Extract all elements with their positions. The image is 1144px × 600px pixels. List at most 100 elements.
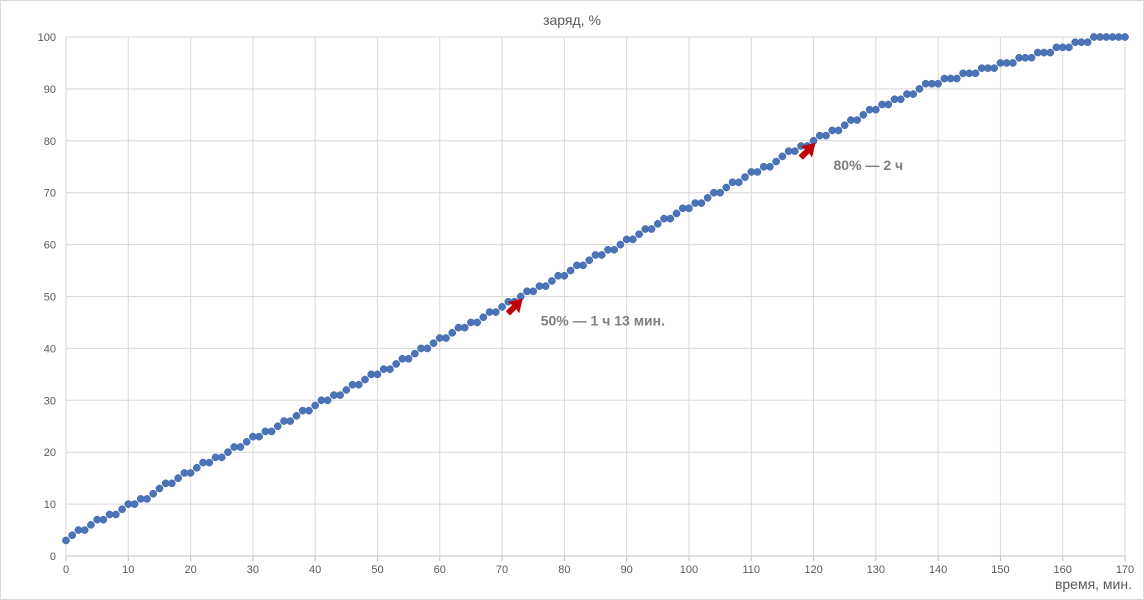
- data-point: [255, 432, 263, 441]
- data-point: [753, 168, 762, 176]
- x-tick-label: 130: [867, 564, 885, 576]
- y-tick-label: 50: [44, 292, 56, 304]
- x-tick-label: 160: [1054, 564, 1072, 576]
- x-tick-label: 140: [929, 564, 947, 576]
- data-point: [342, 386, 351, 394]
- data-point: [479, 313, 488, 322]
- data-point: [373, 370, 382, 379]
- data-point: [610, 245, 619, 254]
- x-tick-label: 90: [621, 564, 633, 576]
- y-tick-label: 100: [38, 32, 56, 44]
- data-point: [460, 323, 469, 332]
- data-point: [560, 271, 569, 280]
- data-point: [286, 417, 295, 425]
- y-tick-label: 60: [44, 240, 56, 252]
- data-point: [629, 235, 637, 244]
- data-point: [242, 437, 251, 446]
- x-tick-label: 10: [122, 564, 134, 576]
- data-point: [149, 489, 158, 498]
- data-point: [915, 85, 924, 93]
- data-point: [143, 495, 151, 503]
- data-point: [305, 406, 313, 415]
- x-tick-label: 100: [680, 564, 698, 576]
- x-tick-label: 110: [742, 564, 760, 576]
- data-point: [155, 484, 164, 493]
- data-point: [386, 365, 394, 374]
- arrow-shape: [798, 142, 816, 160]
- data-point: [790, 147, 799, 156]
- data-point: [672, 209, 681, 218]
- data-point: [404, 354, 413, 363]
- data-point: [174, 474, 182, 482]
- data-point: [1009, 59, 1017, 67]
- data-point: [336, 391, 344, 399]
- data-point: [934, 79, 942, 88]
- annotation-arrow: [505, 298, 523, 316]
- data-point: [273, 422, 282, 431]
- data-point: [853, 116, 861, 124]
- data-point: [87, 521, 95, 529]
- data-point: [236, 443, 245, 451]
- data-point: [822, 131, 830, 140]
- annotation-label: 80% — 2 ч: [834, 157, 904, 173]
- grid: [65, 36, 1126, 557]
- data-point: [666, 214, 675, 223]
- data-point: [186, 469, 195, 477]
- data-point: [1065, 43, 1073, 52]
- data-point: [952, 74, 961, 83]
- data-point: [311, 401, 320, 410]
- annotation-arrow: [798, 142, 816, 160]
- x-tick-label: 0: [63, 564, 69, 576]
- data-point: [653, 219, 662, 228]
- data-point: [884, 100, 893, 109]
- data-point: [423, 344, 432, 353]
- x-tick-label: 70: [496, 564, 508, 576]
- data-point: [62, 536, 70, 545]
- data-point: [168, 479, 176, 488]
- data-point: [1046, 48, 1055, 57]
- data-point: [541, 282, 550, 290]
- data-point: [429, 339, 438, 348]
- data-point: [1121, 33, 1129, 41]
- data-point: [566, 266, 575, 275]
- data-point: [1083, 38, 1092, 47]
- data-point: [529, 287, 538, 296]
- x-tick-label: 120: [804, 564, 822, 576]
- x-tick-label: 150: [991, 564, 1009, 576]
- data-point: [716, 188, 724, 197]
- chart-title: заряд, %: [543, 12, 601, 28]
- data-point: [772, 157, 781, 166]
- data-point: [616, 240, 625, 249]
- x-tick-label: 50: [371, 564, 383, 576]
- y-tick-label: 10: [44, 499, 56, 511]
- data-point: [685, 204, 693, 213]
- x-tick-label: 60: [434, 564, 446, 576]
- data-point: [647, 225, 656, 233]
- data-point: [111, 510, 120, 519]
- y-tick-label: 20: [44, 447, 56, 459]
- data-point: [361, 375, 369, 384]
- x-tick-label: 170: [1116, 564, 1134, 576]
- data-point: [130, 500, 139, 508]
- x-tick-label: 80: [558, 564, 570, 576]
- x-tick-label: 30: [247, 564, 259, 576]
- data-point: [473, 318, 481, 327]
- data-point: [118, 505, 126, 514]
- data-point: [859, 111, 868, 119]
- y-tick-label: 0: [50, 551, 56, 563]
- data-point: [697, 199, 706, 207]
- data-point: [722, 183, 731, 192]
- data-point: [909, 90, 918, 98]
- data-point: [734, 178, 743, 187]
- x-axis-label: время, мин.: [1055, 576, 1132, 592]
- data-point: [585, 256, 594, 265]
- data-point: [205, 458, 214, 467]
- data-point: [217, 453, 226, 462]
- data-point: [548, 277, 556, 285]
- y-tick-label: 80: [44, 136, 56, 148]
- data-point: [392, 360, 401, 368]
- data-point: [990, 64, 999, 72]
- data-point: [491, 308, 500, 316]
- data-point: [834, 126, 843, 135]
